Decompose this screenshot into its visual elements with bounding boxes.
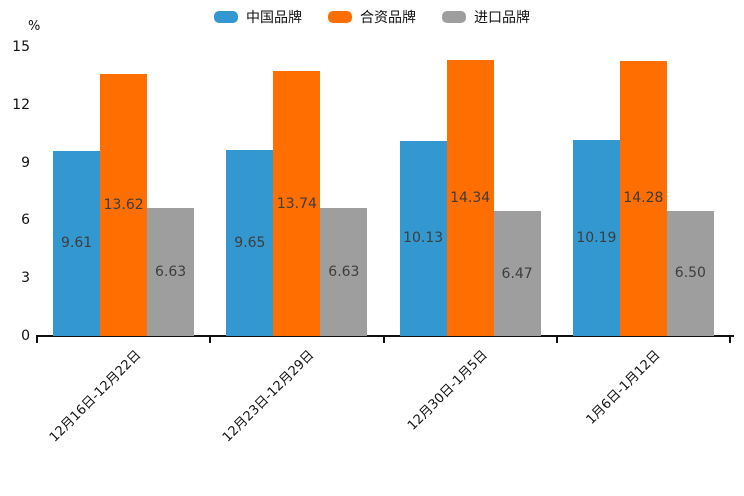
x-axis-line xyxy=(36,335,734,337)
bar-value-label: 6.47 xyxy=(501,265,533,282)
bar-value-label: 10.13 xyxy=(403,230,444,247)
bar: 6.50 xyxy=(666,210,714,336)
legend-item: 进口品牌 xyxy=(442,7,530,27)
x-axis-label: 1月6日-1月12日 xyxy=(583,347,664,428)
bar-value-label: 14.34 xyxy=(450,189,491,206)
legend-swatch-icon xyxy=(214,11,238,23)
legend-item: 中国品牌 xyxy=(214,7,302,27)
x-axis-tick xyxy=(36,337,38,343)
y-axis-tick-label: 9 xyxy=(21,154,30,171)
bar: 6.63 xyxy=(320,208,368,336)
x-axis-tick xyxy=(209,337,212,343)
y-axis-unit-label: % xyxy=(28,19,41,34)
x-axis-tick xyxy=(382,337,385,343)
x-axis-label: 12月16日-12月22日 xyxy=(46,347,145,446)
bar: 10.13 xyxy=(399,140,447,336)
bar: 10.19 xyxy=(572,139,620,336)
y-axis-tick-label: 6 xyxy=(21,212,30,229)
bar-value-label: 6.63 xyxy=(155,264,187,281)
legend-item: 合资品牌 xyxy=(328,7,416,27)
y-axis-tick-label: 12 xyxy=(12,96,30,113)
bar-value-label: 6.63 xyxy=(328,264,360,281)
bar: 14.28 xyxy=(619,60,667,336)
bar-value-label: 10.19 xyxy=(576,229,617,246)
bar: 9.61 xyxy=(53,150,101,336)
legend-label: 中国品牌 xyxy=(246,10,302,26)
y-axis-tick-label: 15 xyxy=(12,39,30,55)
bar: 13.74 xyxy=(273,71,321,336)
bar-value-label: 14.28 xyxy=(623,190,664,207)
bar-value-label: 6.50 xyxy=(674,265,706,282)
bar: 6.47 xyxy=(493,211,541,336)
bar: 13.62 xyxy=(100,73,148,336)
legend-label: 合资品牌 xyxy=(360,10,416,26)
y-axis-tick-label: 3 xyxy=(21,270,30,287)
y-axis-tick-label: 0 xyxy=(21,328,30,344)
legend-label: 进口品牌 xyxy=(474,10,530,26)
bar-value-label: 9.65 xyxy=(234,235,266,252)
bar: 14.34 xyxy=(446,59,494,336)
x-axis-label: 12月30日-1月5日 xyxy=(404,347,491,434)
x-axis-tick xyxy=(729,337,731,343)
x-axis-tick xyxy=(555,337,558,343)
bar: 6.63 xyxy=(147,208,195,336)
legend-swatch-icon xyxy=(328,11,352,23)
bar-value-label: 9.61 xyxy=(61,235,93,252)
x-axis-label: 12月23日-12月29日 xyxy=(219,347,318,446)
bar-value-label: 13.74 xyxy=(276,195,317,212)
bar-value-label: 13.62 xyxy=(103,196,144,213)
legend-swatch-icon xyxy=(442,11,466,23)
bar: 9.65 xyxy=(226,150,274,336)
legend: 中国品牌 合资品牌 进口品牌 xyxy=(0,7,744,27)
